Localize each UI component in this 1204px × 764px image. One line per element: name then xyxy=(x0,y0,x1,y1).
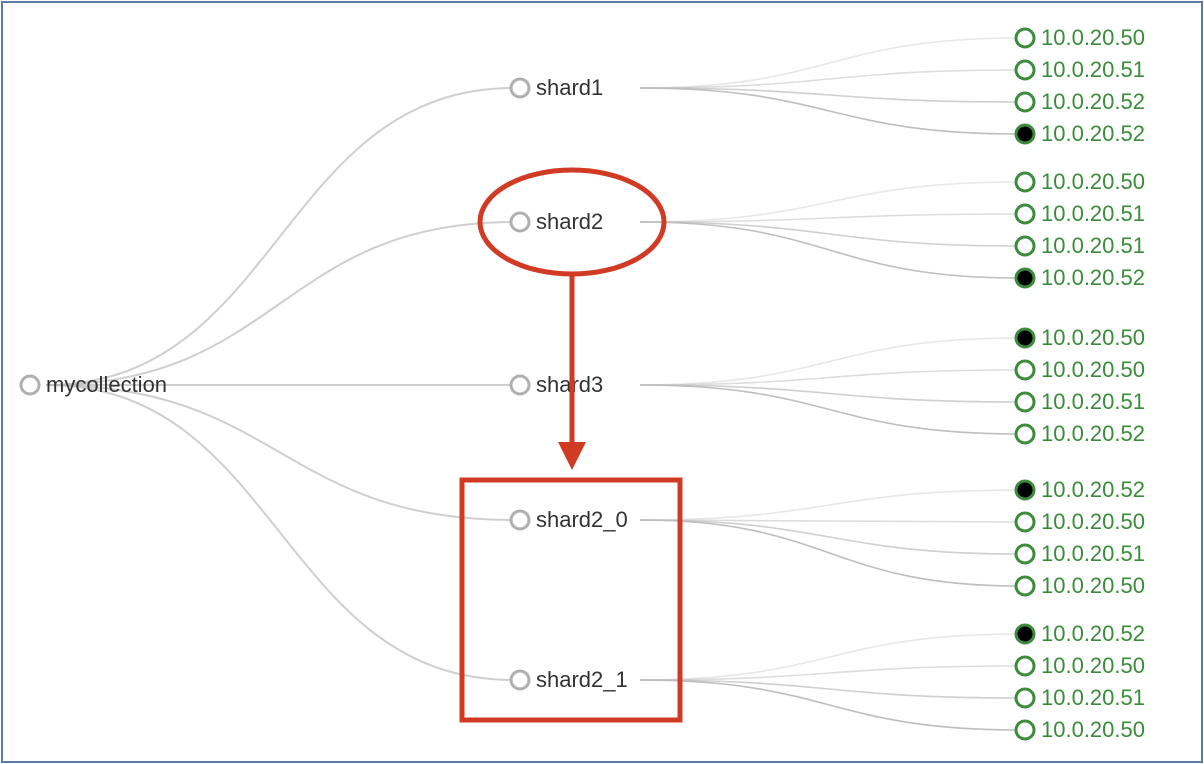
leaf-label-shard3-3: 10.0.20.52 xyxy=(1041,421,1145,446)
link-shard2-leaf-3 xyxy=(640,222,1019,278)
leaf-label-shard2_0-0: 10.0.20.52 xyxy=(1041,477,1145,502)
leaf-label-shard1-1: 10.0.20.51 xyxy=(1041,57,1145,82)
root-node-label: mycollection xyxy=(46,372,167,397)
link-shard2_1-leaf-3 xyxy=(640,680,1019,730)
leaf-marker-shard2_0-0 xyxy=(1016,481,1034,499)
leaf-marker-shard3-3 xyxy=(1016,425,1034,443)
leaf-marker-shard2_0-1 xyxy=(1016,513,1034,531)
leaf-label-shard1-2: 10.0.20.52 xyxy=(1041,89,1145,114)
leaf-label-shard2-1: 10.0.20.51 xyxy=(1041,201,1145,226)
leaf-marker-shard3-1 xyxy=(1016,361,1034,379)
shard-node-marker-shard3 xyxy=(511,376,529,394)
leaf-marker-shard2_1-0 xyxy=(1016,625,1034,643)
leaf-marker-shard2_1-3 xyxy=(1016,721,1034,739)
shard-node-label-shard2: shard2 xyxy=(536,209,603,234)
leaf-marker-shard2-1 xyxy=(1016,205,1034,223)
link-shard1-leaf-0 xyxy=(640,38,1019,88)
link-root-shard1 xyxy=(46,88,514,385)
leaf-marker-shard2_0-3 xyxy=(1016,577,1034,595)
root-node-marker xyxy=(21,376,39,394)
shard-node-marker-shard2 xyxy=(511,213,529,231)
tree-diagram: mycollectionshard1shard2shard3shard2_0sh… xyxy=(0,0,1204,764)
link-root-shard2_1 xyxy=(46,385,514,680)
leaf-label-shard2_0-2: 10.0.20.51 xyxy=(1041,541,1145,566)
leaf-marker-shard2-2 xyxy=(1016,237,1034,255)
leaf-label-shard2_0-1: 10.0.20.50 xyxy=(1041,509,1145,534)
leaf-marker-shard1-1 xyxy=(1016,61,1034,79)
leaf-marker-shard2_0-2 xyxy=(1016,545,1034,563)
leaf-label-shard1-0: 10.0.20.50 xyxy=(1041,25,1145,50)
leaf-marker-shard1-3 xyxy=(1016,125,1034,143)
leaf-marker-shard1-2 xyxy=(1016,93,1034,111)
highlight-annotations xyxy=(462,170,680,720)
links-shards-to-leaves xyxy=(640,38,1019,730)
shard-node-marker-shard1 xyxy=(511,79,529,97)
link-shard2_0-leaf-2 xyxy=(640,520,1019,554)
link-root-shard2_0 xyxy=(46,385,514,520)
highlight-arrow-head xyxy=(558,442,586,470)
link-shard3-leaf-2 xyxy=(640,385,1019,402)
leaf-marker-shard3-2 xyxy=(1016,393,1034,411)
leaf-label-shard2_0-3: 10.0.20.50 xyxy=(1041,573,1145,598)
link-shard2_1-leaf-2 xyxy=(640,680,1019,698)
leaf-marker-shard2_1-1 xyxy=(1016,657,1034,675)
leaf-label-shard2-0: 10.0.20.50 xyxy=(1041,169,1145,194)
shard-node-label-shard1: shard1 xyxy=(536,75,603,100)
leaf-marker-shard2-0 xyxy=(1016,173,1034,191)
leaf-label-shard2_1-0: 10.0.20.52 xyxy=(1041,621,1145,646)
leaf-label-shard3-1: 10.0.20.50 xyxy=(1041,357,1145,382)
link-shard3-leaf-3 xyxy=(640,385,1019,434)
shard-node-label-shard2_1: shard2_1 xyxy=(536,667,628,692)
shard-node-marker-shard2_1 xyxy=(511,671,529,689)
link-shard2_0-leaf-0 xyxy=(640,490,1019,520)
leaf-label-shard3-2: 10.0.20.51 xyxy=(1041,389,1145,414)
leaf-label-shard2_1-3: 10.0.20.50 xyxy=(1041,717,1145,742)
shard-node-marker-shard2_0 xyxy=(511,511,529,529)
link-shard2-leaf-0 xyxy=(640,182,1019,222)
leaf-label-shard2_1-2: 10.0.20.51 xyxy=(1041,685,1145,710)
leaf-marker-shard1-0 xyxy=(1016,29,1034,47)
leaf-label-shard2_1-1: 10.0.20.50 xyxy=(1041,653,1145,678)
leaf-marker-shard2_1-2 xyxy=(1016,689,1034,707)
leaf-marker-shard2-3 xyxy=(1016,269,1034,287)
link-shard1-leaf-1 xyxy=(640,70,1019,88)
link-root-shard2 xyxy=(46,222,514,385)
leaf-label-shard1-3: 10.0.20.52 xyxy=(1041,121,1145,146)
leaf-label-shard2-3: 10.0.20.52 xyxy=(1041,265,1145,290)
leaf-label-shard3-0: 10.0.20.50 xyxy=(1041,325,1145,350)
shard-node-label-shard2_0: shard2_0 xyxy=(536,507,628,532)
link-shard2-leaf-2 xyxy=(640,222,1019,246)
leaf-label-shard2-2: 10.0.20.51 xyxy=(1041,233,1145,258)
leaf-marker-shard3-0 xyxy=(1016,329,1034,347)
